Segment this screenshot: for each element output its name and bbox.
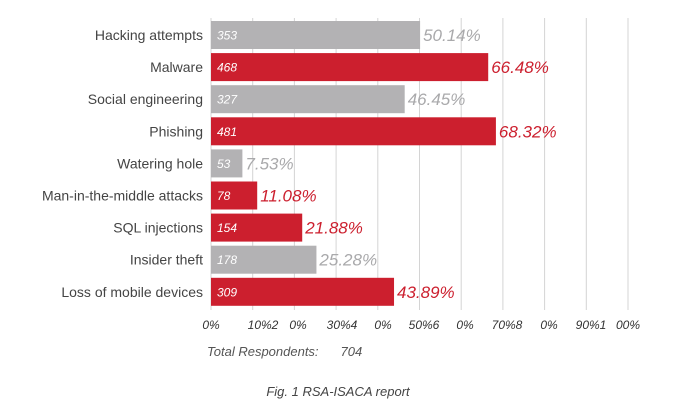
bar <box>211 245 317 274</box>
figure-caption: Fig. 1 RSA-ISACA report <box>266 384 410 399</box>
bar-value-label: 353 <box>217 29 237 43</box>
category-label: Man-in-the-middle attacks <box>42 188 203 204</box>
x-tick-label: 00% <box>616 318 640 332</box>
bar-value-label: 327 <box>217 93 238 107</box>
x-tick-label: 70%8 <box>492 318 523 332</box>
total-respondents: Total Respondents: 704 <box>207 344 362 359</box>
bar <box>211 21 421 49</box>
bar-value-label: 468 <box>217 61 237 75</box>
category-label: Hacking attempts <box>95 27 203 43</box>
bar-value-label: 178 <box>217 253 237 267</box>
x-tick-label: 50%6 <box>409 318 440 332</box>
category-label: Loss of mobile devices <box>61 284 203 300</box>
category-label: Insider theft <box>130 252 203 268</box>
percent-labels: 50.14% 66.48% 46.45% 68.32% 7.53% 11.08% 21.88… <box>245 26 556 302</box>
x-tick-label: 0% <box>374 318 392 332</box>
bar <box>211 213 303 242</box>
category-label: Phishing <box>149 123 203 139</box>
total-respondents-label: Total Respondents: <box>207 344 319 359</box>
category-labels: Hacking attempts Malware Social engineerin… <box>42 27 203 300</box>
percent-label: 21.88% <box>304 219 363 238</box>
category-label: Social engineering <box>88 91 203 107</box>
percent-label: 25.28% <box>318 251 377 270</box>
x-tick-label: 10%2 <box>248 318 279 332</box>
x-tick-label: 90%1 <box>576 318 607 332</box>
x-tick-label: 0% <box>540 318 558 332</box>
bar-value-label: 53 <box>217 157 231 171</box>
percent-label: 68.32% <box>499 122 557 141</box>
bars <box>211 21 496 306</box>
bar <box>211 149 243 178</box>
bar-value-labels: 353 468 327 481 53 78 154 178 309 <box>217 29 238 300</box>
x-tick-label: 0% <box>202 318 220 332</box>
x-tick-label: 0% <box>456 318 474 332</box>
percent-label: 46.45% <box>408 90 466 109</box>
bar <box>211 181 258 210</box>
bar <box>211 53 489 82</box>
bar <box>211 277 395 306</box>
x-tick-label: 30%4 <box>327 318 358 332</box>
category-label: Watering hole <box>117 155 203 171</box>
x-tick-labels: 0% 10%2 0% 30%4 0% 50%6 0% 70%8 0% 90%1 00% <box>202 318 640 332</box>
bar-value-label: 78 <box>217 189 231 203</box>
bar-value-label: 481 <box>217 125 237 139</box>
percent-label: 50.14% <box>423 26 481 45</box>
percent-label: 43.89% <box>397 283 455 302</box>
x-tick-label: 0% <box>289 318 307 332</box>
bar <box>211 85 405 114</box>
category-label: SQL injections <box>113 220 203 236</box>
percent-label: 11.08% <box>260 187 316 206</box>
percent-label: 66.48% <box>491 58 549 77</box>
bar <box>211 117 496 146</box>
percent-label: 7.53% <box>245 154 293 173</box>
total-respondents-value: 704 <box>340 344 363 359</box>
category-label: Malware <box>150 59 203 75</box>
bar-value-label: 309 <box>217 285 237 299</box>
bar-value-label: 154 <box>217 221 237 235</box>
